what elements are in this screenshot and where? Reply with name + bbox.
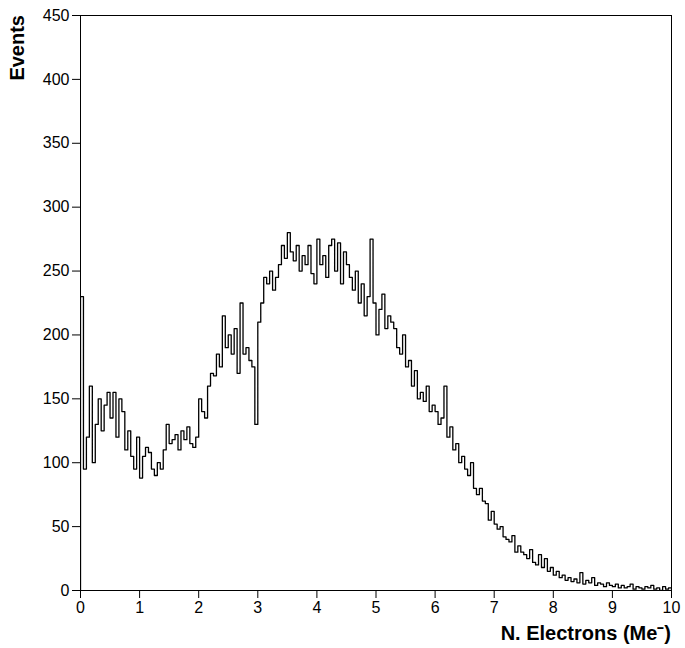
svg-text:350: 350 xyxy=(43,134,70,151)
svg-text:8: 8 xyxy=(549,599,558,616)
svg-text:150: 150 xyxy=(43,390,70,407)
svg-text:2: 2 xyxy=(194,599,203,616)
svg-text:N. Electrons (Me⁻): N. Electrons (Me⁻) xyxy=(501,622,671,644)
svg-text:0: 0 xyxy=(76,599,85,616)
svg-text:200: 200 xyxy=(43,326,70,343)
svg-text:5: 5 xyxy=(372,599,381,616)
svg-text:3: 3 xyxy=(253,599,262,616)
svg-text:100: 100 xyxy=(43,454,70,471)
svg-text:250: 250 xyxy=(43,262,70,279)
svg-text:0: 0 xyxy=(61,582,70,599)
svg-text:50: 50 xyxy=(52,518,70,535)
svg-text:1: 1 xyxy=(135,599,144,616)
svg-text:Events: Events xyxy=(6,15,28,81)
svg-text:7: 7 xyxy=(490,599,499,616)
svg-text:400: 400 xyxy=(43,71,70,88)
svg-text:4: 4 xyxy=(312,599,321,616)
svg-text:300: 300 xyxy=(43,198,70,215)
svg-text:9: 9 xyxy=(608,599,617,616)
svg-text:450: 450 xyxy=(43,7,70,24)
svg-text:10: 10 xyxy=(663,599,681,616)
svg-text:6: 6 xyxy=(431,599,440,616)
